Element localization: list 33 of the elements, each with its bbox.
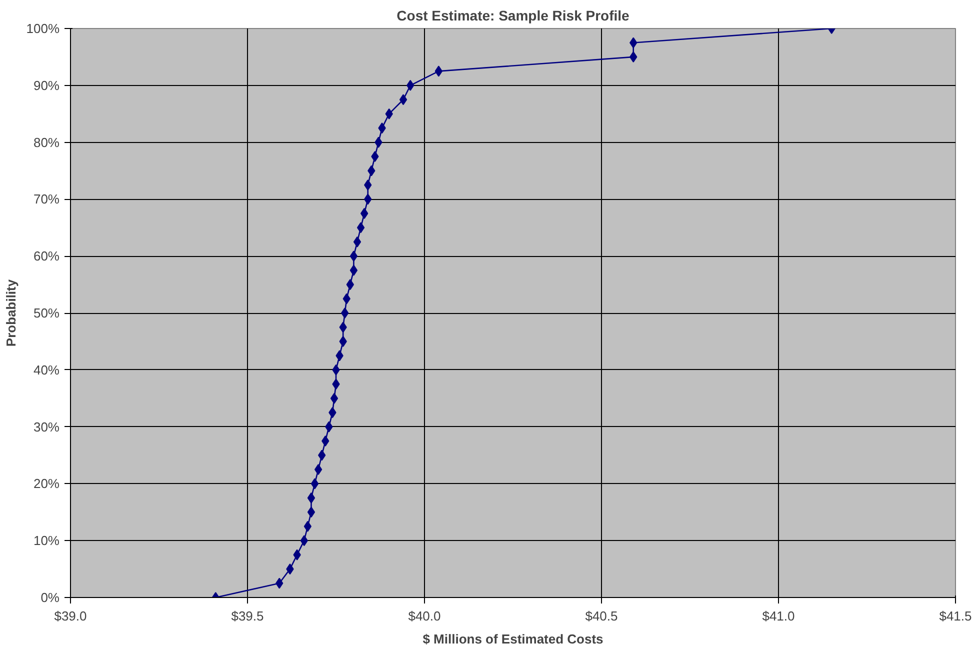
y-axis-title: Probability <box>3 278 18 347</box>
chart-title: Cost Estimate: Sample Risk Profile <box>396 8 630 24</box>
y-tick-label: 90% <box>33 78 60 93</box>
point <box>350 264 358 276</box>
y-tick-label: 0% <box>40 590 60 605</box>
y-tick-label: 70% <box>33 192 60 207</box>
point <box>330 392 338 404</box>
point <box>341 308 349 318</box>
point <box>310 478 319 490</box>
y-tick-label: 40% <box>33 362 60 378</box>
y-tick-label: 80% <box>33 134 60 150</box>
y-tick-label: 10% <box>33 533 60 548</box>
x-tick-label: $40.0 <box>408 608 441 624</box>
point <box>399 94 408 106</box>
x-tick-label: $39.5 <box>231 608 264 624</box>
point <box>314 464 322 475</box>
point <box>360 208 368 219</box>
point <box>356 222 365 234</box>
x-tick-label: $40.5 <box>585 608 618 624</box>
y-tick-label: 30% <box>33 419 60 434</box>
y-tick-label: 50% <box>33 306 60 320</box>
x-tick-label: $41.0 <box>762 608 795 624</box>
point <box>350 250 358 262</box>
point <box>307 492 316 504</box>
y-tick-label: 60% <box>33 248 60 264</box>
y-tick-label: 20% <box>33 476 60 492</box>
x-axis-title: $ Millions of Estimated Costs <box>422 632 604 646</box>
point <box>307 506 316 518</box>
x-tick-label: $41.5 <box>939 608 972 624</box>
y-tick-label: 100% <box>26 21 60 36</box>
point <box>304 520 312 532</box>
point <box>353 236 362 248</box>
x-tick-label: $39.0 <box>54 608 87 624</box>
